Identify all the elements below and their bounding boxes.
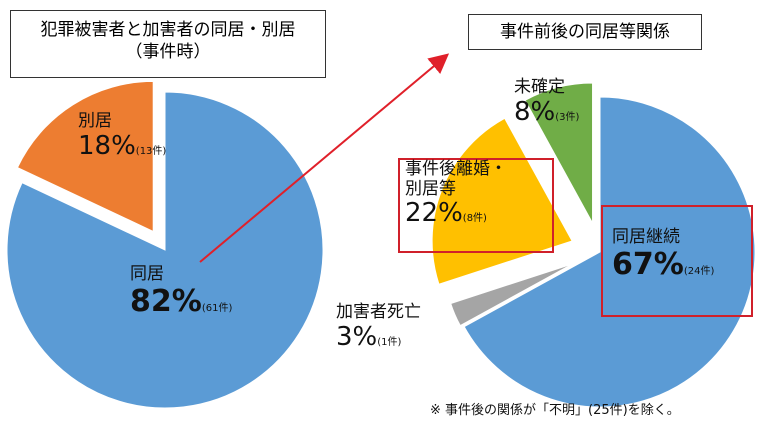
value-row: 3%(1件)	[336, 321, 421, 353]
value-row: 8%(3件)	[514, 96, 580, 128]
category-label: 別居	[78, 111, 112, 131]
value-label: 82%	[130, 283, 202, 319]
value-label: 8%	[514, 96, 556, 127]
pie-slice	[6, 91, 324, 409]
value-label: 3%	[336, 321, 378, 352]
count-label: (24件)	[683, 265, 715, 277]
category-label: 同居継続	[612, 227, 680, 247]
value-row: 67%(24件)	[612, 246, 715, 283]
slice-label: 未確定 8%(3件)	[514, 77, 580, 128]
slice-label: 同居継続 67%(24件)	[612, 227, 715, 283]
pie-slice	[450, 263, 573, 327]
title-box-1: 犯罪被害者と加害者の同居・別居（事件時）	[10, 10, 326, 78]
slice-label: 別居 18%(13件)	[78, 111, 167, 162]
chart-title: 事件前後の同居等関係	[500, 22, 670, 42]
count-label: (13件)	[135, 145, 167, 157]
arrow	[199, 53, 450, 263]
footnote: ※ 事件後の関係が「不明」(25件)を除く。	[430, 403, 680, 418]
value-row: 22%(8件)	[405, 198, 511, 229]
category-label: 未確定	[514, 77, 565, 97]
value-label: 22%	[405, 198, 463, 229]
pie-slice	[16, 80, 154, 233]
count-label: (8件)	[462, 213, 487, 225]
slice-label: 事件後離婚・別居等 22%(8件)	[405, 159, 511, 229]
value-label: 18%	[78, 130, 136, 161]
count-label: (61件)	[201, 302, 233, 314]
slice-label: 同居 82%(61件)	[130, 264, 233, 320]
slice-label: 加害者死亡 3%(1件)	[336, 302, 421, 353]
category-label: 加害者死亡	[336, 302, 421, 322]
pie-slice	[524, 82, 594, 224]
value-row: 18%(13件)	[78, 130, 167, 162]
count-label: (1件)	[377, 336, 402, 348]
value-label: 67%	[612, 246, 684, 282]
highlight-box	[398, 158, 554, 253]
title-box-2: 事件前後の同居等関係	[468, 14, 702, 50]
highlight-box	[601, 205, 753, 317]
value-row: 82%(61件)	[130, 283, 233, 320]
chart-title: 犯罪被害者と加害者の同居・別居（事件時）	[40, 20, 296, 63]
category-label: 同居	[130, 264, 164, 284]
pie-slice	[463, 96, 756, 408]
count-label: (3件)	[555, 111, 580, 123]
category-label: 事件後離婚・別居等	[405, 159, 507, 199]
